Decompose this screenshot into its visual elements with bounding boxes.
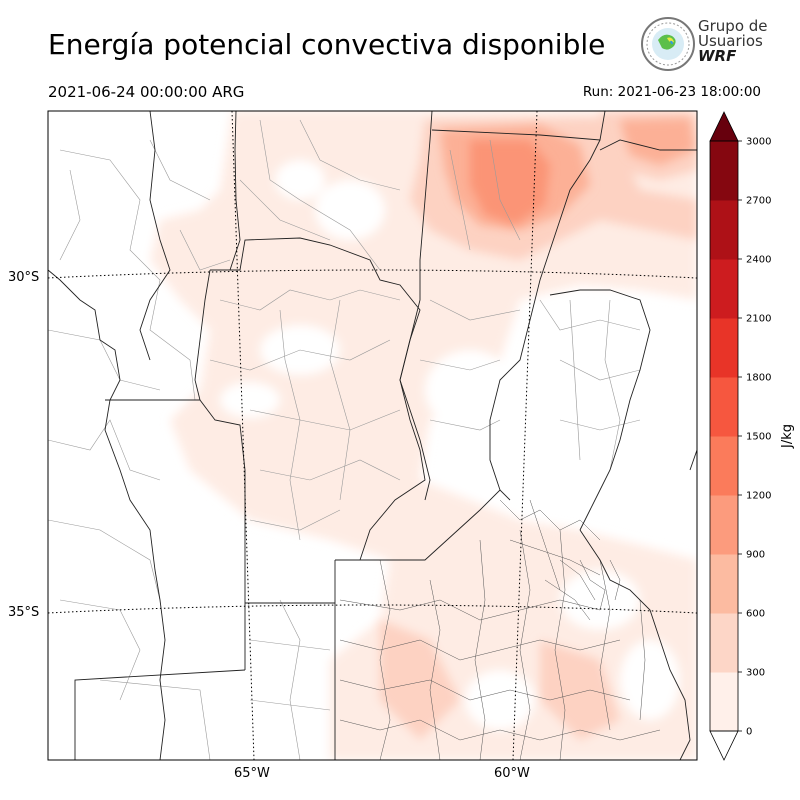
colorbar-tick-label: 0 <box>746 727 752 738</box>
valid-time: 2021-06-24 00:00:00 ARG <box>48 83 245 101</box>
colorbar-bands <box>710 141 738 732</box>
santa-fe-west <box>399 111 433 501</box>
lon-65w-line <box>231 111 255 760</box>
graticule <box>48 111 697 760</box>
globe-logo-icon <box>641 17 695 71</box>
colorbar-ticks: 0 300 600 900 1200 1500 1800 2100 2400 2700 3000 <box>738 137 771 738</box>
colorbar-band <box>710 259 738 319</box>
logo-text: Grupo de Usuarios WRF <box>698 19 768 64</box>
colorbar-tick-label: 2700 <box>746 196 771 207</box>
colorbar-band <box>710 613 738 673</box>
colorbar-band <box>710 672 738 732</box>
lat-30s-line <box>48 269 697 279</box>
international-border <box>48 269 166 760</box>
department-boundaries <box>48 119 641 760</box>
colorbar-band <box>710 495 738 555</box>
lon-label-60w: 60°W <box>494 766 530 781</box>
wrf-logo: Grupo de Usuarios WRF <box>640 16 768 72</box>
colorbar-band <box>710 141 738 201</box>
map-frame <box>47 110 698 761</box>
colorbar-extend-max <box>709 111 739 142</box>
colorbar-band <box>710 377 738 437</box>
cordoba-border <box>210 237 426 561</box>
logo-line1: Grupo de <box>698 17 768 35</box>
lon-label-65w: 65°W <box>234 766 270 781</box>
province-boundaries <box>48 111 697 760</box>
colorbar-band <box>710 318 738 378</box>
run-time: Run: 2021-06-23 18:00:00 <box>582 84 761 100</box>
colorbar-band <box>710 200 738 260</box>
colorbar-tick-label: 3000 <box>746 137 771 148</box>
parana-river <box>489 139 601 491</box>
chart-title: Energía potencial convectiva disponible <box>48 28 606 61</box>
colorbar: 0 300 600 900 1200 1500 1800 2100 2400 2700 3000 J… <box>709 111 795 761</box>
lat-label-35s: 35°S <box>8 605 40 620</box>
colorbar-band <box>710 436 738 496</box>
lon-60w-line <box>512 111 538 760</box>
colorbar-tick-label: 1800 <box>746 373 771 384</box>
colorbar-tick-label: 1500 <box>746 432 771 443</box>
coastline <box>579 529 691 760</box>
colorbar-tick-label: 300 <box>746 668 765 679</box>
colorbar-tick-label: 1200 <box>746 491 771 502</box>
colorbar-tick-label: 2400 <box>746 255 771 266</box>
lat-label-30s: 30°S <box>8 270 40 285</box>
colorbar-band <box>710 554 738 614</box>
logo-line2: Usuarios <box>698 32 763 50</box>
logo-line3: WRF <box>698 47 737 65</box>
colorbar-tick-label: 900 <box>746 550 765 561</box>
colorbar-extend-min <box>709 730 739 761</box>
cape-level-3 <box>470 140 550 225</box>
colorbar-tick-label: 600 <box>746 609 765 620</box>
lat-35s-line <box>48 604 697 614</box>
colorbar-unit-label: J/kg <box>780 424 795 449</box>
colorbar-tick-label: 2100 <box>746 314 771 325</box>
